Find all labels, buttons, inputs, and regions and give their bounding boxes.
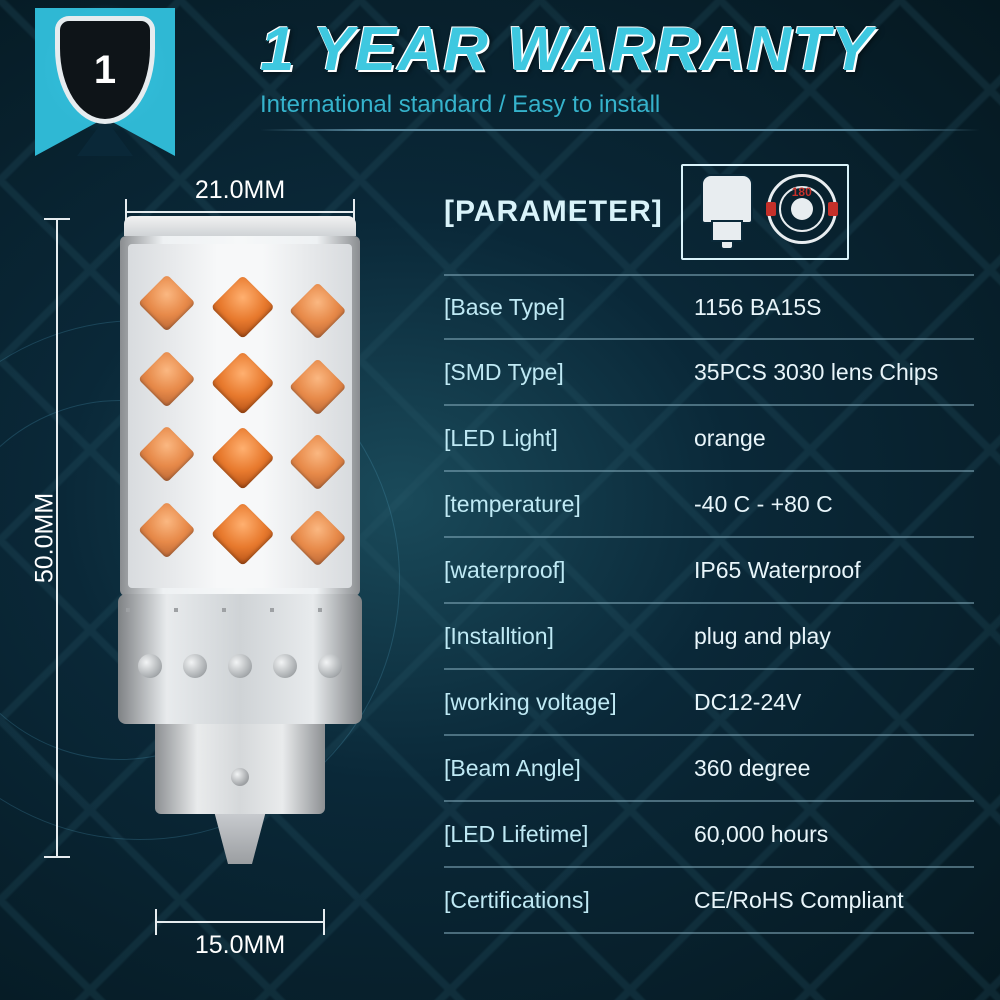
header: 1 1 YEAR WARRANTY International standard… bbox=[20, 8, 980, 168]
dimension-bottom: 15.0MM bbox=[155, 921, 325, 960]
param-value: -40 C - +80 C bbox=[694, 491, 833, 518]
table-row: [waterproof]IP65 Waterproof bbox=[444, 538, 974, 604]
rivet-icon bbox=[138, 654, 162, 678]
dimension-top: 21.0MM bbox=[125, 176, 355, 213]
table-row: [Beam Angle]360 degree bbox=[444, 736, 974, 802]
led-chip-icon bbox=[138, 350, 195, 407]
rivet-icon bbox=[183, 654, 207, 678]
led-chip-icon bbox=[289, 282, 346, 339]
page-subtitle: International standard / Easy to install bbox=[260, 91, 980, 119]
table-row: [temperature]-40 C - +80 C bbox=[444, 472, 974, 538]
led-chip-icon bbox=[138, 425, 195, 482]
socket-angle-label: 180 bbox=[792, 185, 812, 199]
param-label: [LED Lifetime] bbox=[444, 821, 694, 848]
led-chip-icon bbox=[211, 502, 274, 565]
dimension-width-bottom: 15.0MM bbox=[155, 931, 325, 960]
param-label: [working voltage] bbox=[444, 689, 694, 716]
table-row: [Certifications]CE/RoHS Compliant bbox=[444, 868, 974, 934]
table-row: [LED Lifetime]60,000 hours bbox=[444, 802, 974, 868]
param-value: IP65 Waterproof bbox=[694, 557, 861, 584]
socket-tip bbox=[210, 814, 270, 864]
param-label: [Certifications] bbox=[444, 887, 694, 914]
parameter-panel: [PARAMETER] 180 [Base Type]1156 BA15S[SM… bbox=[444, 164, 974, 934]
dimension-height-wrap: 50.0MM bbox=[38, 218, 78, 858]
param-label: [Installtion] bbox=[444, 623, 694, 650]
param-value: DC12-24V bbox=[694, 689, 801, 716]
table-row: [Installtion]plug and play bbox=[444, 604, 974, 670]
param-value: orange bbox=[694, 425, 766, 452]
table-row: [LED Light]orange bbox=[444, 406, 974, 472]
table-row: [Base Type]1156 BA15S bbox=[444, 274, 974, 340]
socket bbox=[155, 724, 325, 814]
heatsink bbox=[118, 594, 362, 724]
led-chip-icon bbox=[211, 426, 274, 489]
table-row: [SMD Type]35PCS 3030 lens Chips bbox=[444, 340, 974, 406]
param-label: [waterproof] bbox=[444, 557, 694, 584]
param-label: [Base Type] bbox=[444, 294, 694, 321]
badge-number: 1 bbox=[94, 48, 116, 93]
param-label: [temperature] bbox=[444, 491, 694, 518]
parameter-heading: [PARAMETER] bbox=[444, 195, 663, 229]
led-chip-icon bbox=[289, 433, 346, 490]
rivet-icon bbox=[228, 654, 252, 678]
param-value: 360 degree bbox=[694, 755, 810, 782]
param-value: 60,000 hours bbox=[694, 821, 828, 848]
param-value: CE/RoHS Compliant bbox=[694, 887, 904, 914]
led-chip-icon bbox=[289, 509, 346, 566]
param-label: [Beam Angle] bbox=[444, 755, 694, 782]
bulb-illustration bbox=[118, 216, 362, 864]
param-label: [LED Light] bbox=[444, 425, 694, 452]
warranty-badge: 1 bbox=[20, 8, 190, 168]
led-chip-grid bbox=[142, 278, 338, 562]
socket-front-icon: 180 bbox=[767, 174, 837, 244]
dimension-height: 50.0MM bbox=[31, 493, 60, 583]
product-illustration: 21.0MM 50.0MM bbox=[50, 170, 430, 970]
table-row: [working voltage]DC12-24V bbox=[444, 670, 974, 736]
led-chip-icon bbox=[211, 351, 274, 414]
socket-side-icon bbox=[693, 174, 761, 250]
parameter-table: [Base Type]1156 BA15S[SMD Type]35PCS 303… bbox=[444, 274, 974, 934]
led-chip-icon bbox=[211, 275, 274, 338]
led-chip-icon bbox=[138, 501, 195, 558]
param-value: 35PCS 3030 lens Chips bbox=[694, 359, 938, 386]
page-title: 1 YEAR WARRANTY bbox=[260, 14, 980, 85]
param-value: plug and play bbox=[694, 623, 831, 650]
param-value: 1156 BA15S bbox=[694, 294, 821, 321]
dimension-width-top: 21.0MM bbox=[125, 176, 355, 205]
socket-diagram: 180 bbox=[681, 164, 849, 260]
divider bbox=[260, 129, 980, 131]
rivet-icon bbox=[273, 654, 297, 678]
led-chip-icon bbox=[289, 358, 346, 415]
param-label: [SMD Type] bbox=[444, 359, 694, 386]
rivet-icon bbox=[318, 654, 342, 678]
led-chip-icon bbox=[138, 274, 195, 331]
